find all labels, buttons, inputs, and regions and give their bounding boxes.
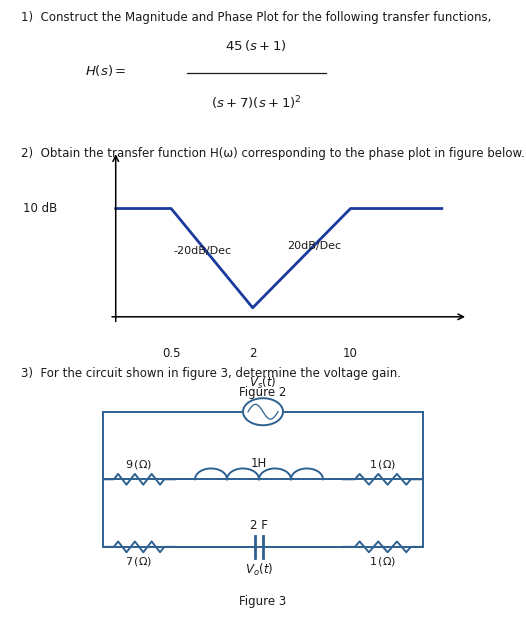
Text: 1)  Construct the Magnitude and Phase Plot for the following transfer functions,: 1) Construct the Magnitude and Phase Plo…: [21, 12, 491, 24]
Text: $45\,(s+1)$: $45\,(s+1)$: [225, 38, 287, 52]
Text: 2)  Obtain the transfer function H(ω) corresponding to the phase plot in figure : 2) Obtain the transfer function H(ω) cor…: [21, 147, 525, 161]
Text: Figure 3: Figure 3: [239, 595, 287, 607]
Text: 0.5: 0.5: [162, 347, 180, 360]
Text: $7\,(\Omega)$: $7\,(\Omega)$: [126, 555, 153, 568]
Text: 1H: 1H: [251, 457, 267, 470]
Text: 20dB/Dec: 20dB/Dec: [288, 241, 342, 251]
Text: $V_s(t)$: $V_s(t)$: [249, 376, 277, 392]
Text: 10: 10: [343, 347, 358, 360]
Text: 2: 2: [249, 347, 257, 360]
Text: 2 F: 2 F: [250, 519, 268, 532]
Text: $H(s)=$: $H(s)=$: [85, 63, 126, 78]
Text: $(s+7)(s+1)^{2}$: $(s+7)(s+1)^{2}$: [211, 94, 301, 111]
Text: $1\,(\Omega)$: $1\,(\Omega)$: [369, 458, 397, 471]
Text: 3)  For the circuit shown in figure 3, determine the voltage gain.: 3) For the circuit shown in figure 3, de…: [21, 367, 401, 380]
Text: Figure 2: Figure 2: [239, 386, 286, 399]
Text: 10 dB: 10 dB: [23, 202, 57, 215]
Text: $V_o(t)$: $V_o(t)$: [245, 562, 273, 578]
Text: $9\,(\Omega)$: $9\,(\Omega)$: [126, 458, 153, 471]
Text: -20dB/Dec: -20dB/Dec: [173, 246, 231, 255]
Text: $1\,(\Omega)$: $1\,(\Omega)$: [369, 555, 397, 568]
